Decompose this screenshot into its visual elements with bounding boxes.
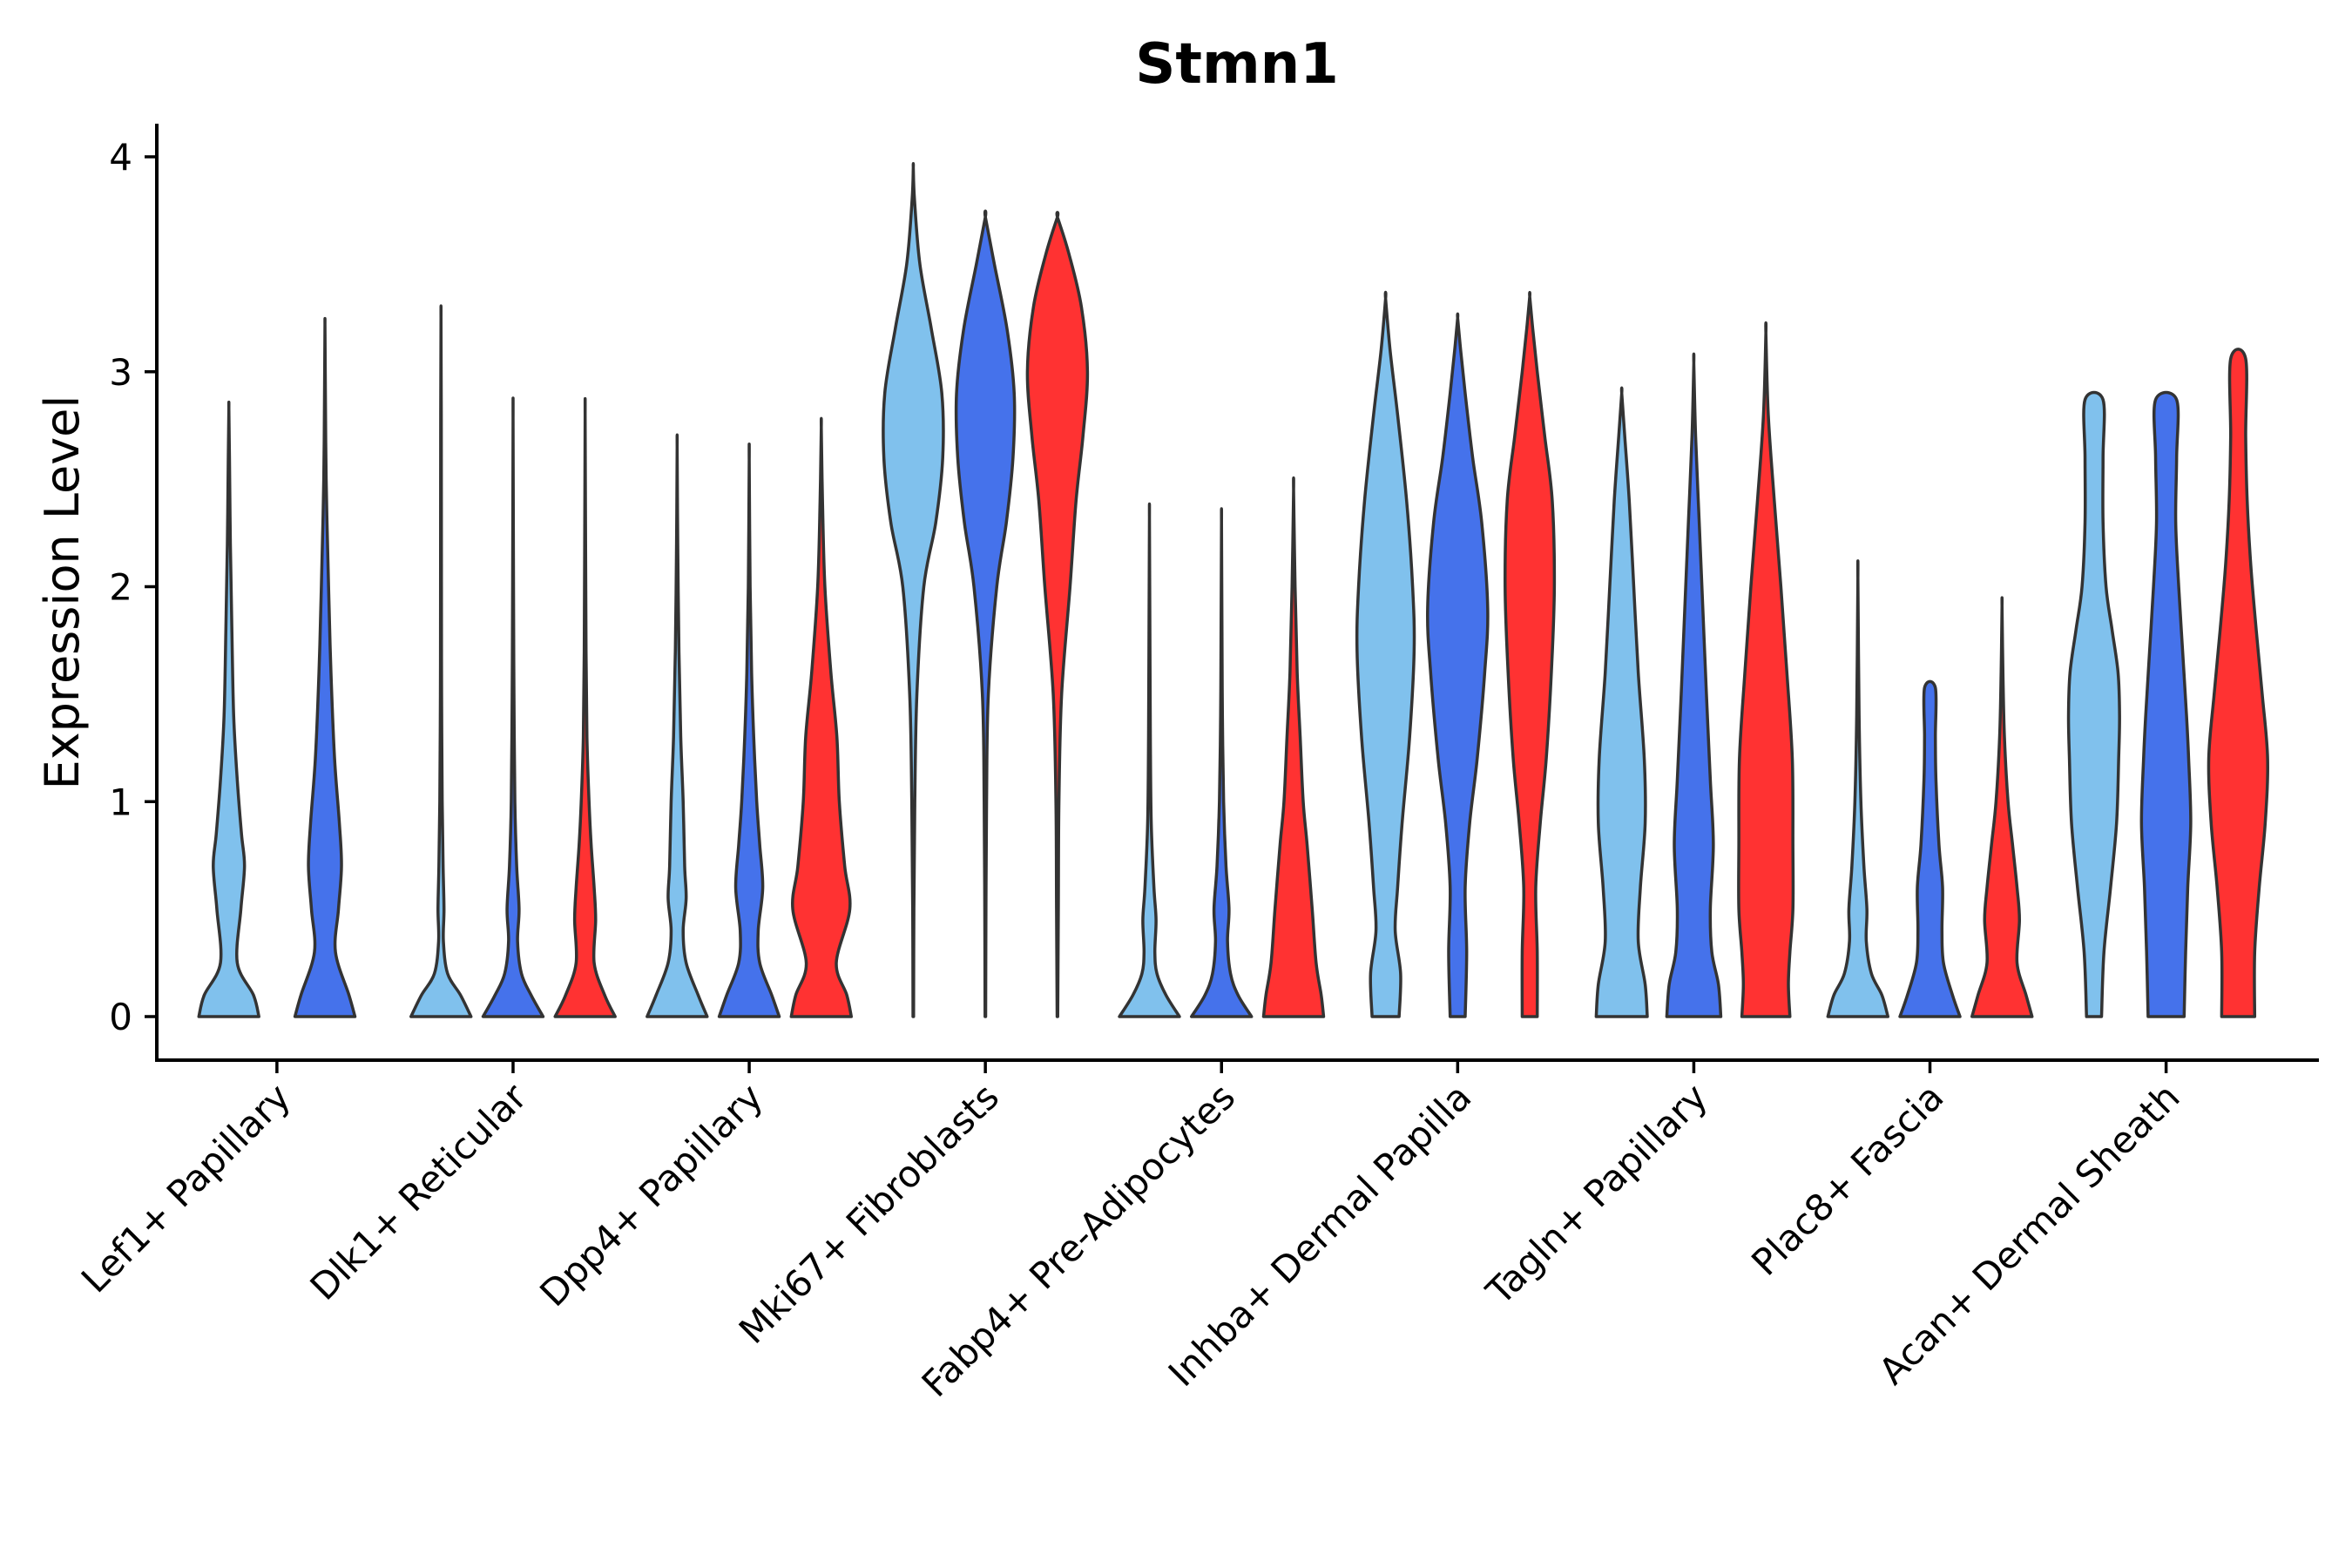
violin-shape bbox=[1118, 502, 1181, 1018]
violin-shape bbox=[1355, 290, 1416, 1018]
y-axis-label: Expression Level bbox=[35, 395, 90, 790]
y-tick-label: 0 bbox=[109, 996, 132, 1038]
y-ticks: 0 1 2 3 4 bbox=[109, 136, 157, 1038]
x-category-label: Dpp4+ Papillary bbox=[531, 1075, 771, 1315]
violin-shape bbox=[717, 442, 781, 1018]
x-category-label: Tagln+ Papillary bbox=[1477, 1075, 1715, 1313]
x-category-label: Mki67+ Fibroblasts bbox=[731, 1075, 1007, 1351]
violin-shape bbox=[1504, 291, 1557, 1018]
x-category-label: Lef1+ Papillary bbox=[73, 1075, 299, 1301]
violin-shape bbox=[2207, 348, 2269, 1018]
violin-shape bbox=[789, 416, 854, 1018]
violin-shape bbox=[1898, 679, 1962, 1018]
violin-shape bbox=[2066, 390, 2121, 1018]
violin-shape bbox=[2139, 390, 2193, 1018]
violin-shape bbox=[1665, 352, 1723, 1018]
violin-shape bbox=[1190, 507, 1254, 1018]
y-tick-label: 1 bbox=[109, 781, 132, 823]
x-category-label: Dlk1+ Reticular bbox=[302, 1075, 536, 1308]
y-tick-label: 3 bbox=[109, 351, 132, 394]
violin-shape bbox=[1826, 559, 1889, 1018]
violin-shape bbox=[1737, 321, 1795, 1018]
violin-shape bbox=[954, 209, 1017, 1018]
x-category-label: Plac8+ Fascia bbox=[1743, 1075, 1951, 1283]
y-tick-label: 4 bbox=[109, 136, 132, 179]
violin-shape bbox=[481, 396, 545, 1018]
violin-shape bbox=[1261, 476, 1326, 1018]
violin-shape bbox=[1025, 211, 1090, 1018]
violin-shape bbox=[1594, 386, 1649, 1018]
violin-shape bbox=[1426, 312, 1490, 1018]
violin-shape bbox=[1970, 596, 2034, 1018]
chart-title: Stmn1 bbox=[1135, 32, 1338, 97]
violin-shape bbox=[409, 304, 473, 1018]
violin-shape bbox=[553, 396, 617, 1018]
violins-layer bbox=[197, 161, 2269, 1018]
y-tick-label: 2 bbox=[109, 566, 132, 609]
violin-shape bbox=[645, 433, 709, 1018]
violin-shape bbox=[882, 161, 945, 1018]
violin-shape bbox=[293, 316, 357, 1018]
violin-shape bbox=[197, 400, 260, 1018]
